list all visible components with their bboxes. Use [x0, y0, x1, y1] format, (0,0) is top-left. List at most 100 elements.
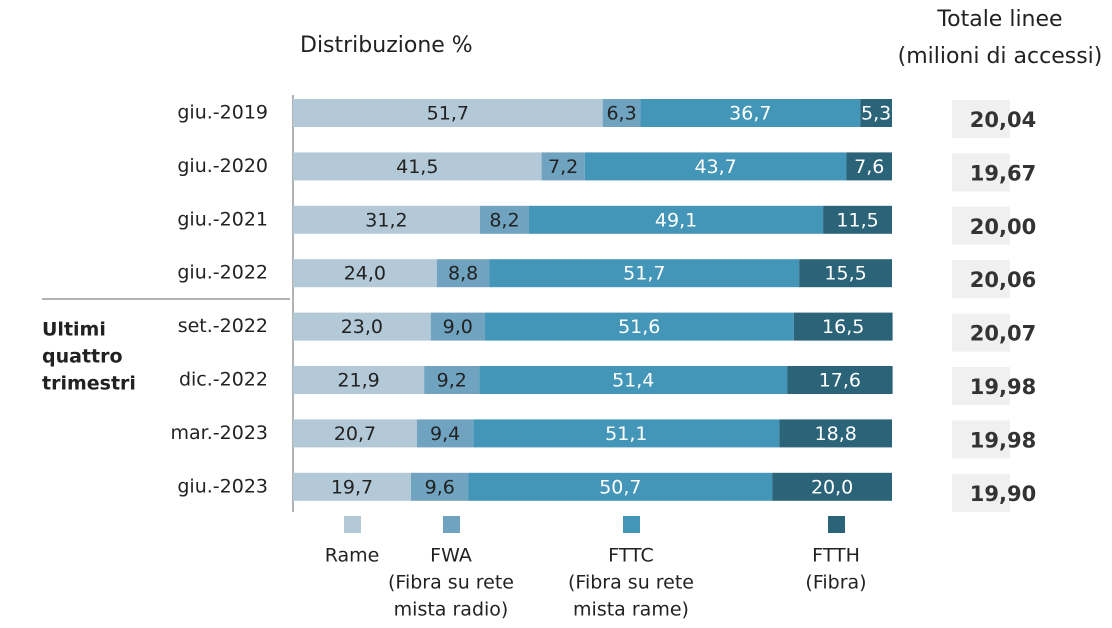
data-label: 9,4 [430, 423, 460, 445]
legend-label: FTTC [608, 545, 654, 567]
bar-segment [293, 152, 542, 181]
legend-note: mista radio) [394, 599, 509, 621]
legend-swatch [344, 516, 361, 533]
total-box [952, 473, 1010, 512]
totals-title: Totale linee [936, 7, 1062, 32]
bar-segment [584, 152, 847, 181]
totals-title: (milioni di accessi) [898, 44, 1103, 69]
bar-segment [602, 99, 641, 127]
legend-note: (Fibra) [805, 572, 866, 594]
total-value: 19,98 [970, 375, 1036, 399]
total-box [952, 313, 1010, 352]
bar-segment [823, 205, 892, 234]
data-label: 21,9 [337, 370, 379, 392]
bar-segment [779, 419, 892, 448]
bar-segment [787, 366, 893, 394]
data-label: 20,0 [811, 476, 853, 498]
total-box [952, 260, 1010, 299]
legend-swatch [623, 516, 640, 533]
bar-segment [860, 99, 892, 127]
y-tick-label: giu.-2023 [177, 475, 268, 497]
data-label: 41,5 [396, 156, 438, 178]
bar-segment [424, 366, 480, 394]
legend-note: (Fibra su rete [388, 572, 514, 594]
bar-segment [411, 472, 469, 501]
bar-segment [293, 205, 480, 234]
bar-segment [489, 259, 800, 288]
bar-segment [430, 312, 485, 341]
y-tick-label: set.-2022 [178, 315, 268, 337]
y-tick-label: giu.-2021 [177, 208, 268, 230]
total-box [952, 100, 1010, 138]
data-label: 50,7 [599, 476, 641, 498]
bar-segment [799, 259, 892, 288]
bar-segment [529, 205, 824, 234]
y-tick-label: mar.-2023 [171, 422, 268, 444]
data-label: 49,1 [655, 209, 697, 231]
bar-segment [468, 472, 773, 501]
data-label: 51,6 [618, 316, 660, 338]
total-value: 19,67 [970, 161, 1036, 185]
data-label: 36,7 [729, 103, 771, 125]
legend-swatch [828, 516, 845, 533]
group-label: quattro [42, 346, 123, 368]
data-label: 51,1 [605, 423, 647, 445]
bar-segment [846, 152, 892, 181]
total-value: 20,04 [970, 108, 1036, 132]
legend-swatch [443, 516, 460, 533]
legend-label: FWA [430, 545, 472, 567]
data-label: 20,7 [334, 423, 376, 445]
group-label: Ultimi [42, 319, 106, 341]
total-box [952, 367, 1010, 405]
bar-segment [436, 259, 490, 288]
total-box [952, 206, 1010, 245]
bar-segment [473, 419, 780, 448]
data-label: 9,6 [425, 476, 455, 498]
bar-segment [484, 312, 794, 341]
data-label: 31,2 [365, 209, 407, 231]
bar-segment [772, 472, 892, 501]
data-label: 43,7 [694, 156, 736, 178]
data-label: 51,7 [427, 103, 469, 125]
data-label: 11,5 [836, 209, 878, 231]
y-tick-label: dic.-2022 [179, 369, 268, 391]
total-value: 20,00 [970, 215, 1036, 239]
bar-segment [541, 152, 585, 181]
bar-segment [293, 312, 431, 341]
legend-label: Rame [325, 545, 380, 567]
data-label: 6,3 [606, 103, 636, 125]
total-value: 19,98 [970, 428, 1036, 452]
legend-note: (Fibra su rete [568, 572, 694, 594]
total-box [952, 153, 1010, 192]
data-label: 7,2 [548, 156, 578, 178]
y-tick-label: giu.-2022 [177, 262, 268, 284]
legend-label: FTTH [812, 545, 860, 567]
data-label: 51,7 [623, 263, 665, 285]
data-label: 8,2 [489, 209, 519, 231]
y-tick-label: giu.-2020 [177, 155, 268, 177]
bar-segment [640, 99, 861, 127]
total-box [952, 420, 1010, 459]
bar-segment [416, 419, 474, 448]
total-value: 19,90 [970, 482, 1036, 506]
legend-note: mista rame) [573, 599, 689, 621]
bar-segment [293, 472, 412, 501]
bar-segment [479, 205, 530, 234]
bar-segment [293, 259, 437, 288]
chart-subtitle: Distribuzione % [300, 33, 473, 58]
data-label: 15,5 [824, 263, 866, 285]
data-label: 8,8 [448, 263, 478, 285]
data-label: 24,0 [344, 263, 386, 285]
data-label: 7,6 [854, 156, 884, 178]
group-label: trimestri [42, 373, 136, 395]
total-value: 20,06 [970, 268, 1036, 292]
data-label: 19,7 [331, 476, 373, 498]
data-label: 23,0 [341, 316, 383, 338]
data-label: 16,5 [822, 316, 864, 338]
data-label: 5,3 [861, 103, 891, 125]
bar-segment [293, 366, 425, 394]
bar-segment [793, 312, 893, 341]
y-tick-label: giu.-2019 [177, 102, 268, 124]
bar-segment [293, 99, 603, 127]
